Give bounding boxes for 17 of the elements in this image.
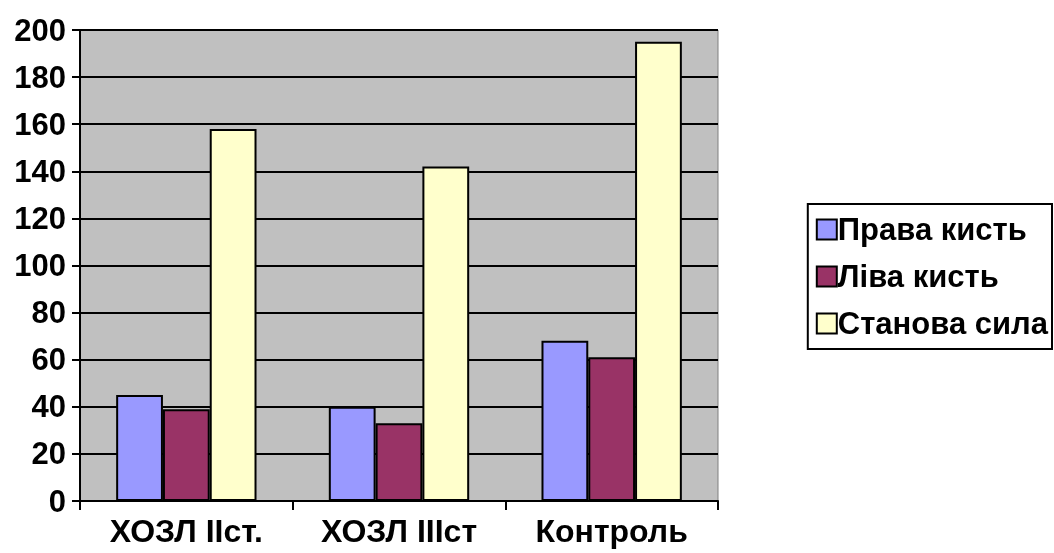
- legend-label: Ліва кисть: [837, 259, 999, 294]
- y-tick-label: 80: [31, 295, 66, 331]
- y-tick-label: 200: [14, 12, 66, 48]
- y-tick-label: 140: [14, 153, 66, 189]
- y-tick-label: 20: [31, 436, 66, 472]
- y-tick-label: 120: [14, 200, 66, 236]
- y-tick-label: 0: [48, 483, 66, 519]
- legend-label: Станова сила: [837, 306, 1049, 341]
- x-tick-label: Контроль: [535, 513, 688, 549]
- y-tick-label: 60: [31, 342, 66, 378]
- legend-label: Права кисть: [837, 212, 1027, 247]
- y-tick-label: 160: [14, 106, 66, 142]
- x-tick-label: ХОЗЛ IIст.: [109, 513, 263, 549]
- y-tick-label: 100: [14, 248, 66, 283]
- y-tick-label: 40: [31, 389, 66, 425]
- x-tick-label: ХОЗЛ IIIст: [320, 513, 478, 549]
- y-tick-label: 180: [14, 59, 66, 95]
